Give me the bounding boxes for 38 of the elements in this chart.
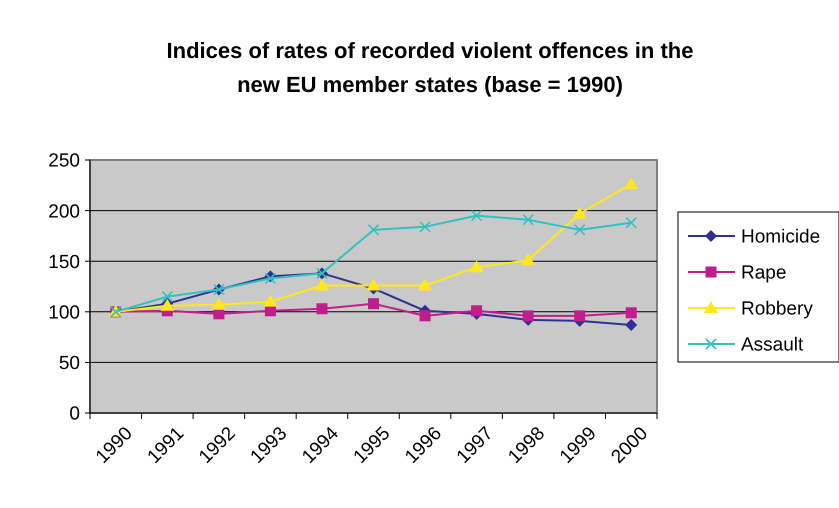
point [264,272,276,284]
legend-label: Robbery [741,298,814,320]
point [418,278,432,290]
point [368,298,379,310]
point [314,278,329,290]
point [522,310,534,322]
legend-label: Assault [741,334,804,356]
legend-label: Rape [741,262,786,284]
point [470,210,482,222]
point [213,308,224,320]
point [263,294,278,307]
point [420,310,431,322]
point [626,307,637,318]
point [521,253,536,266]
point [264,305,276,316]
y-tick-label: 0 [69,404,80,425]
point [574,224,586,236]
point [419,220,431,233]
point [625,216,638,229]
point [316,303,328,314]
point [471,305,482,316]
point [574,310,586,322]
point [368,224,380,236]
point [212,298,226,310]
y-tick-label: 100 [48,302,80,324]
point [625,318,638,331]
point [624,177,638,190]
point [522,214,534,226]
point [366,278,380,290]
y-tick-label: 200 [48,201,80,222]
chart-title: Indices of rates of recorded violent offences in the new EU member states (base = 1990) [166,38,694,97]
point [572,206,587,219]
y-tick-label: 150 [48,252,80,273]
y-tick-label: 50 [58,353,80,374]
legend-label: Homicide [741,226,820,248]
y-tick-label: 250 [48,150,80,172]
point [470,260,484,272]
point [162,290,174,302]
